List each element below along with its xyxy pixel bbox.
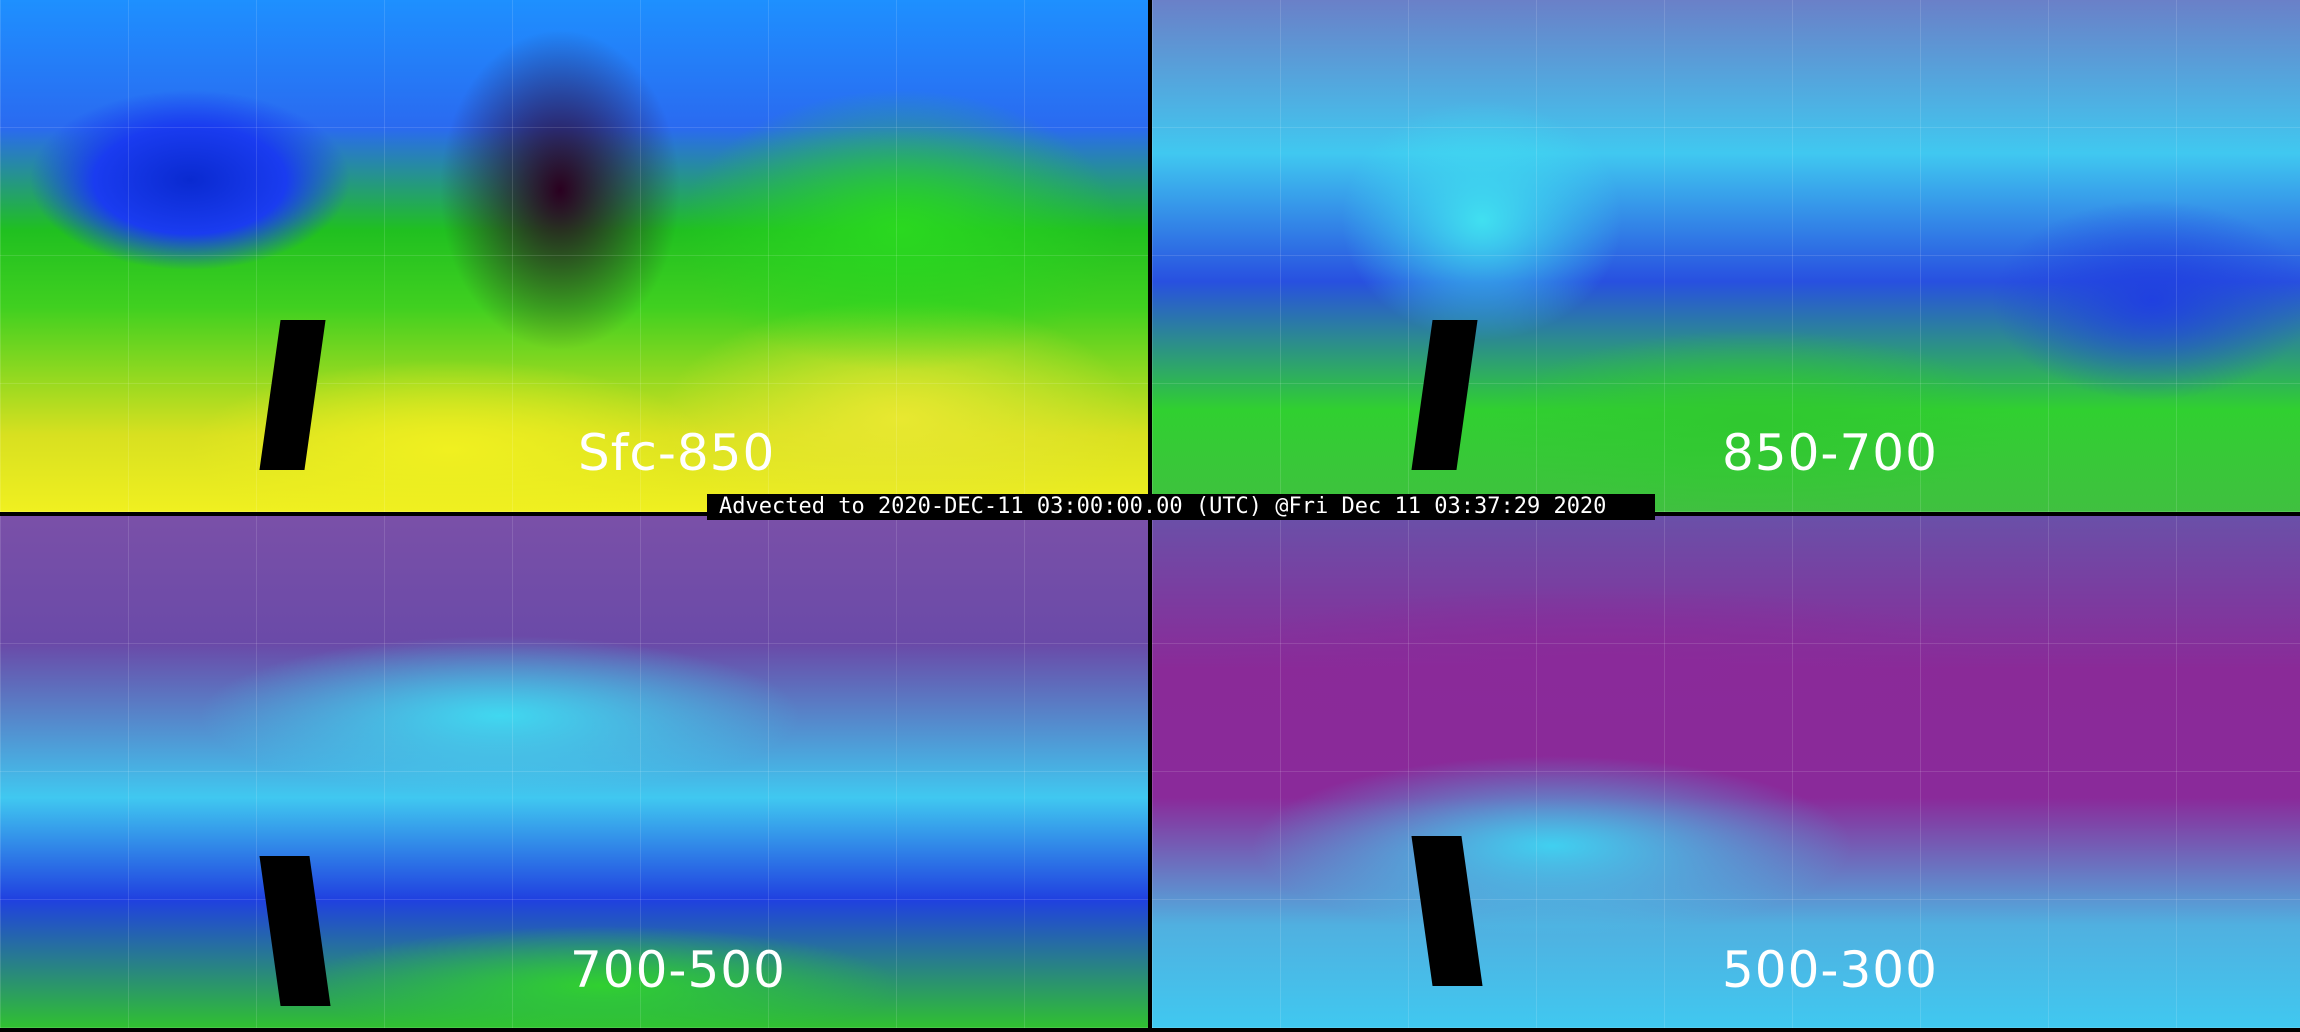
- map-panel-850-700: 850-700: [1152, 0, 2300, 512]
- lat-lon-grid: [0, 0, 1148, 512]
- lat-lon-grid: [1152, 516, 2300, 1028]
- map-panel-500-300: 500-300: [1152, 516, 2300, 1028]
- panel-label: 500-300: [1722, 941, 1938, 999]
- lat-lon-grid: [0, 516, 1148, 1028]
- timestamp-banner: Advected to 2020-DEC-11 03:00:00.00 (UTC…: [707, 494, 1655, 520]
- map-panel-700-500: 700-500: [0, 516, 1148, 1028]
- map-panel-sfc-850: Sfc-850: [0, 0, 1148, 512]
- panel-label: 700-500: [570, 941, 786, 999]
- lat-lon-grid: [1152, 0, 2300, 512]
- panel-label: Sfc-850: [578, 424, 776, 482]
- panel-label: 850-700: [1722, 424, 1938, 482]
